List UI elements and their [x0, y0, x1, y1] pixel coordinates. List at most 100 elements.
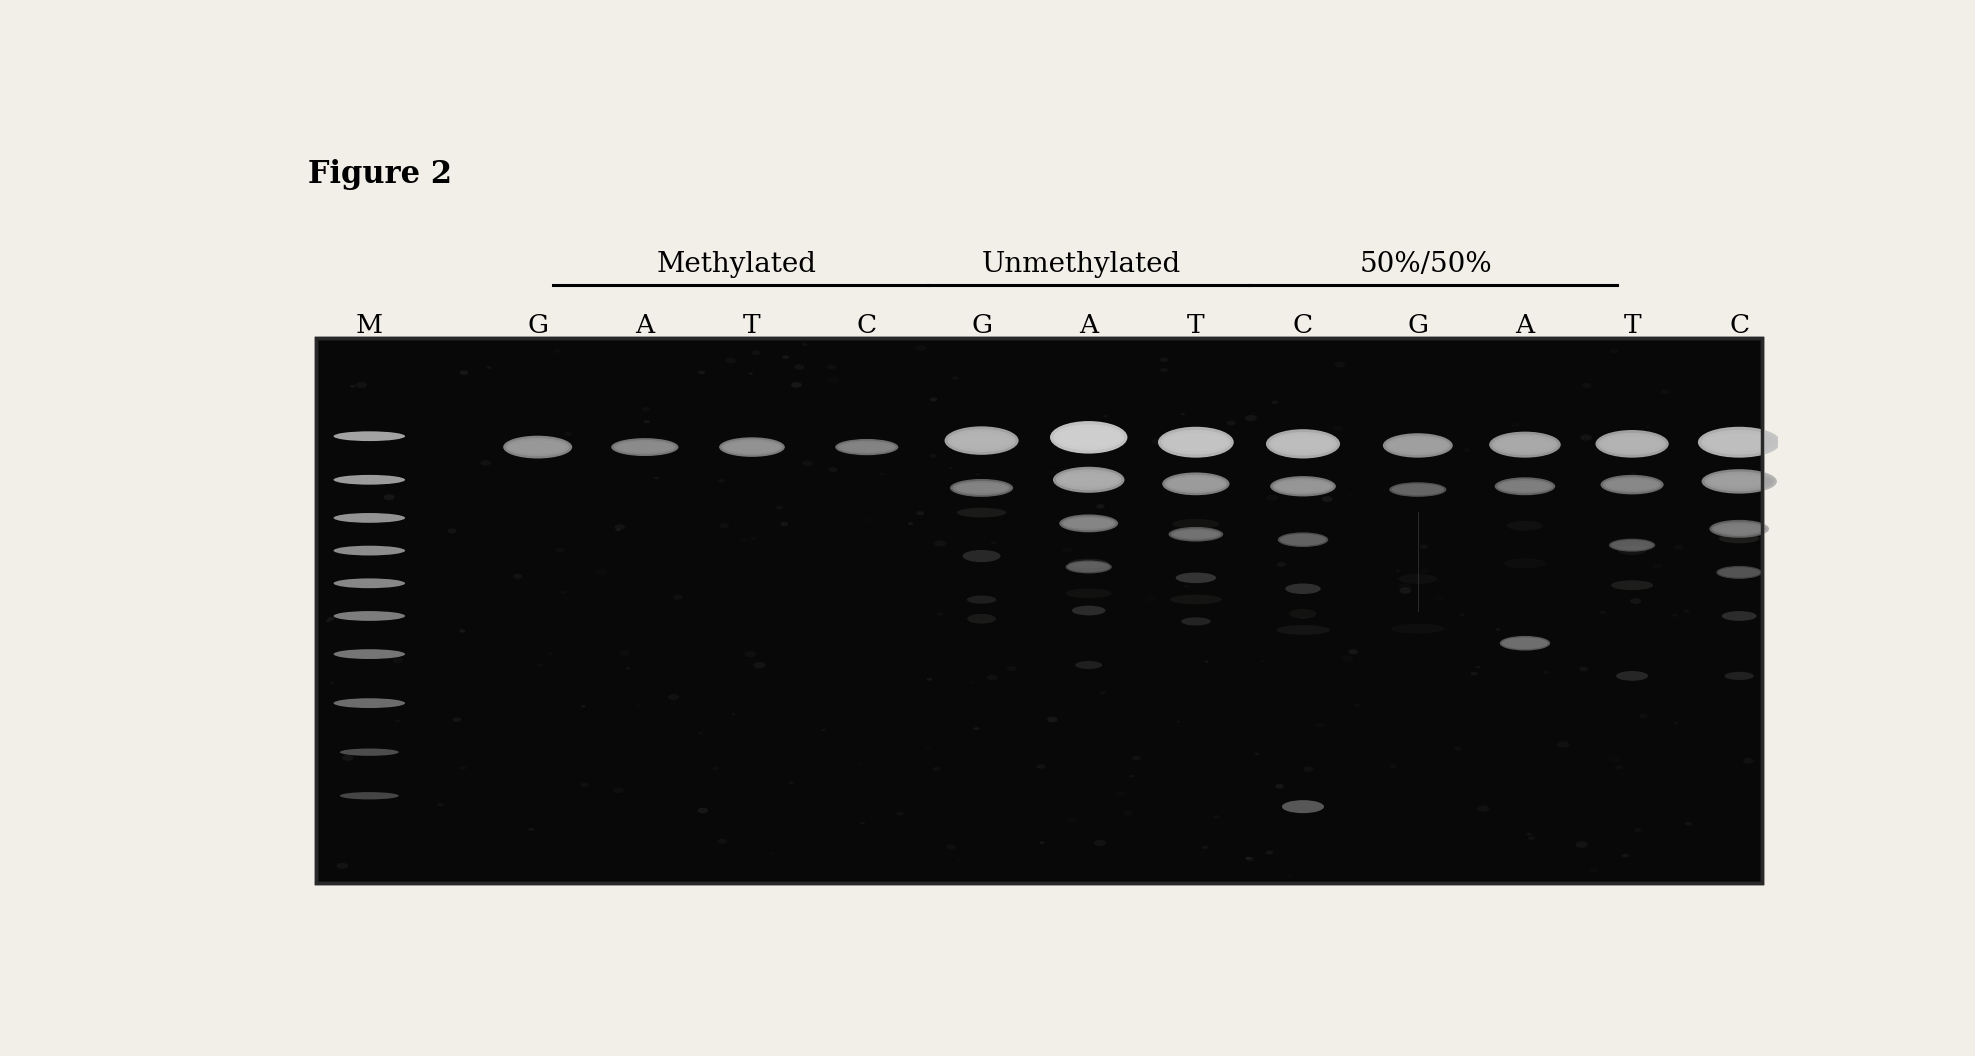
- Ellipse shape: [1702, 469, 1778, 493]
- Circle shape: [1276, 784, 1284, 789]
- Ellipse shape: [1495, 437, 1554, 452]
- Ellipse shape: [1057, 428, 1122, 447]
- Ellipse shape: [340, 749, 399, 756]
- Ellipse shape: [334, 546, 405, 555]
- Ellipse shape: [1181, 618, 1211, 625]
- Bar: [316, 338, 1762, 883]
- Ellipse shape: [1501, 638, 1548, 649]
- Ellipse shape: [510, 440, 567, 454]
- Ellipse shape: [1065, 518, 1114, 529]
- Circle shape: [1047, 717, 1059, 722]
- Text: A: A: [1515, 314, 1535, 338]
- Ellipse shape: [1388, 483, 1446, 497]
- Ellipse shape: [968, 596, 995, 604]
- Ellipse shape: [1074, 661, 1102, 670]
- Ellipse shape: [1596, 430, 1669, 457]
- Circle shape: [644, 420, 650, 423]
- Ellipse shape: [1165, 475, 1226, 493]
- Circle shape: [749, 372, 752, 375]
- Ellipse shape: [1724, 672, 1754, 680]
- Circle shape: [350, 384, 356, 388]
- Ellipse shape: [1598, 433, 1665, 455]
- Text: G: G: [527, 314, 549, 338]
- Ellipse shape: [1600, 475, 1663, 494]
- Ellipse shape: [1057, 469, 1122, 490]
- Ellipse shape: [1066, 561, 1112, 573]
- Ellipse shape: [616, 441, 673, 452]
- Ellipse shape: [1272, 435, 1335, 453]
- Circle shape: [1400, 587, 1412, 593]
- Ellipse shape: [956, 483, 1007, 493]
- Ellipse shape: [1290, 609, 1317, 619]
- Ellipse shape: [1612, 581, 1653, 590]
- Ellipse shape: [1278, 532, 1329, 547]
- Ellipse shape: [334, 698, 405, 708]
- Ellipse shape: [1491, 434, 1558, 455]
- Circle shape: [1039, 842, 1045, 844]
- Ellipse shape: [1272, 478, 1333, 494]
- Ellipse shape: [1700, 430, 1778, 454]
- Text: 50%/50%: 50%/50%: [1359, 251, 1491, 279]
- Circle shape: [697, 371, 705, 374]
- Circle shape: [458, 629, 466, 633]
- Text: T: T: [1623, 314, 1641, 338]
- Circle shape: [328, 617, 334, 620]
- Text: Figure 2: Figure 2: [308, 159, 452, 190]
- Text: G: G: [972, 314, 991, 338]
- Ellipse shape: [1276, 480, 1331, 492]
- Ellipse shape: [1499, 480, 1550, 492]
- Ellipse shape: [968, 614, 995, 624]
- Ellipse shape: [1171, 518, 1221, 529]
- Circle shape: [1110, 441, 1114, 444]
- Ellipse shape: [1266, 429, 1341, 458]
- Circle shape: [452, 717, 460, 721]
- Ellipse shape: [1066, 562, 1110, 572]
- Ellipse shape: [1063, 434, 1116, 440]
- Ellipse shape: [1053, 425, 1124, 450]
- Ellipse shape: [1489, 432, 1560, 457]
- Circle shape: [1181, 413, 1185, 415]
- Circle shape: [581, 705, 587, 708]
- Circle shape: [974, 728, 980, 731]
- Ellipse shape: [1716, 566, 1762, 579]
- Ellipse shape: [334, 475, 405, 485]
- Ellipse shape: [1710, 476, 1768, 486]
- Ellipse shape: [950, 432, 1013, 449]
- Ellipse shape: [1708, 436, 1772, 449]
- Ellipse shape: [1497, 439, 1552, 450]
- Ellipse shape: [944, 427, 1019, 455]
- Ellipse shape: [1720, 526, 1758, 536]
- Circle shape: [616, 529, 620, 531]
- Ellipse shape: [1161, 430, 1230, 454]
- Ellipse shape: [1280, 534, 1327, 546]
- Ellipse shape: [1061, 474, 1116, 485]
- Ellipse shape: [1708, 474, 1772, 489]
- Circle shape: [1244, 415, 1256, 421]
- Circle shape: [342, 755, 354, 760]
- Ellipse shape: [1604, 438, 1659, 450]
- Text: T: T: [1187, 314, 1205, 338]
- Text: G: G: [1408, 314, 1428, 338]
- Ellipse shape: [1163, 433, 1228, 452]
- Ellipse shape: [725, 441, 780, 453]
- Ellipse shape: [1167, 477, 1224, 491]
- Text: C: C: [857, 314, 877, 338]
- Ellipse shape: [1169, 527, 1223, 542]
- Text: T: T: [743, 314, 760, 338]
- Circle shape: [792, 382, 802, 388]
- Ellipse shape: [1499, 636, 1550, 650]
- Ellipse shape: [952, 480, 1011, 495]
- Ellipse shape: [1606, 478, 1659, 490]
- Ellipse shape: [1053, 467, 1124, 493]
- Circle shape: [664, 445, 666, 447]
- Ellipse shape: [1698, 427, 1781, 457]
- Ellipse shape: [1072, 606, 1106, 616]
- Text: C: C: [1294, 314, 1313, 338]
- Circle shape: [926, 678, 932, 681]
- Ellipse shape: [1268, 432, 1337, 455]
- Ellipse shape: [839, 442, 893, 452]
- Ellipse shape: [334, 579, 405, 588]
- Ellipse shape: [1710, 439, 1768, 446]
- Ellipse shape: [1059, 472, 1118, 488]
- Circle shape: [822, 729, 826, 731]
